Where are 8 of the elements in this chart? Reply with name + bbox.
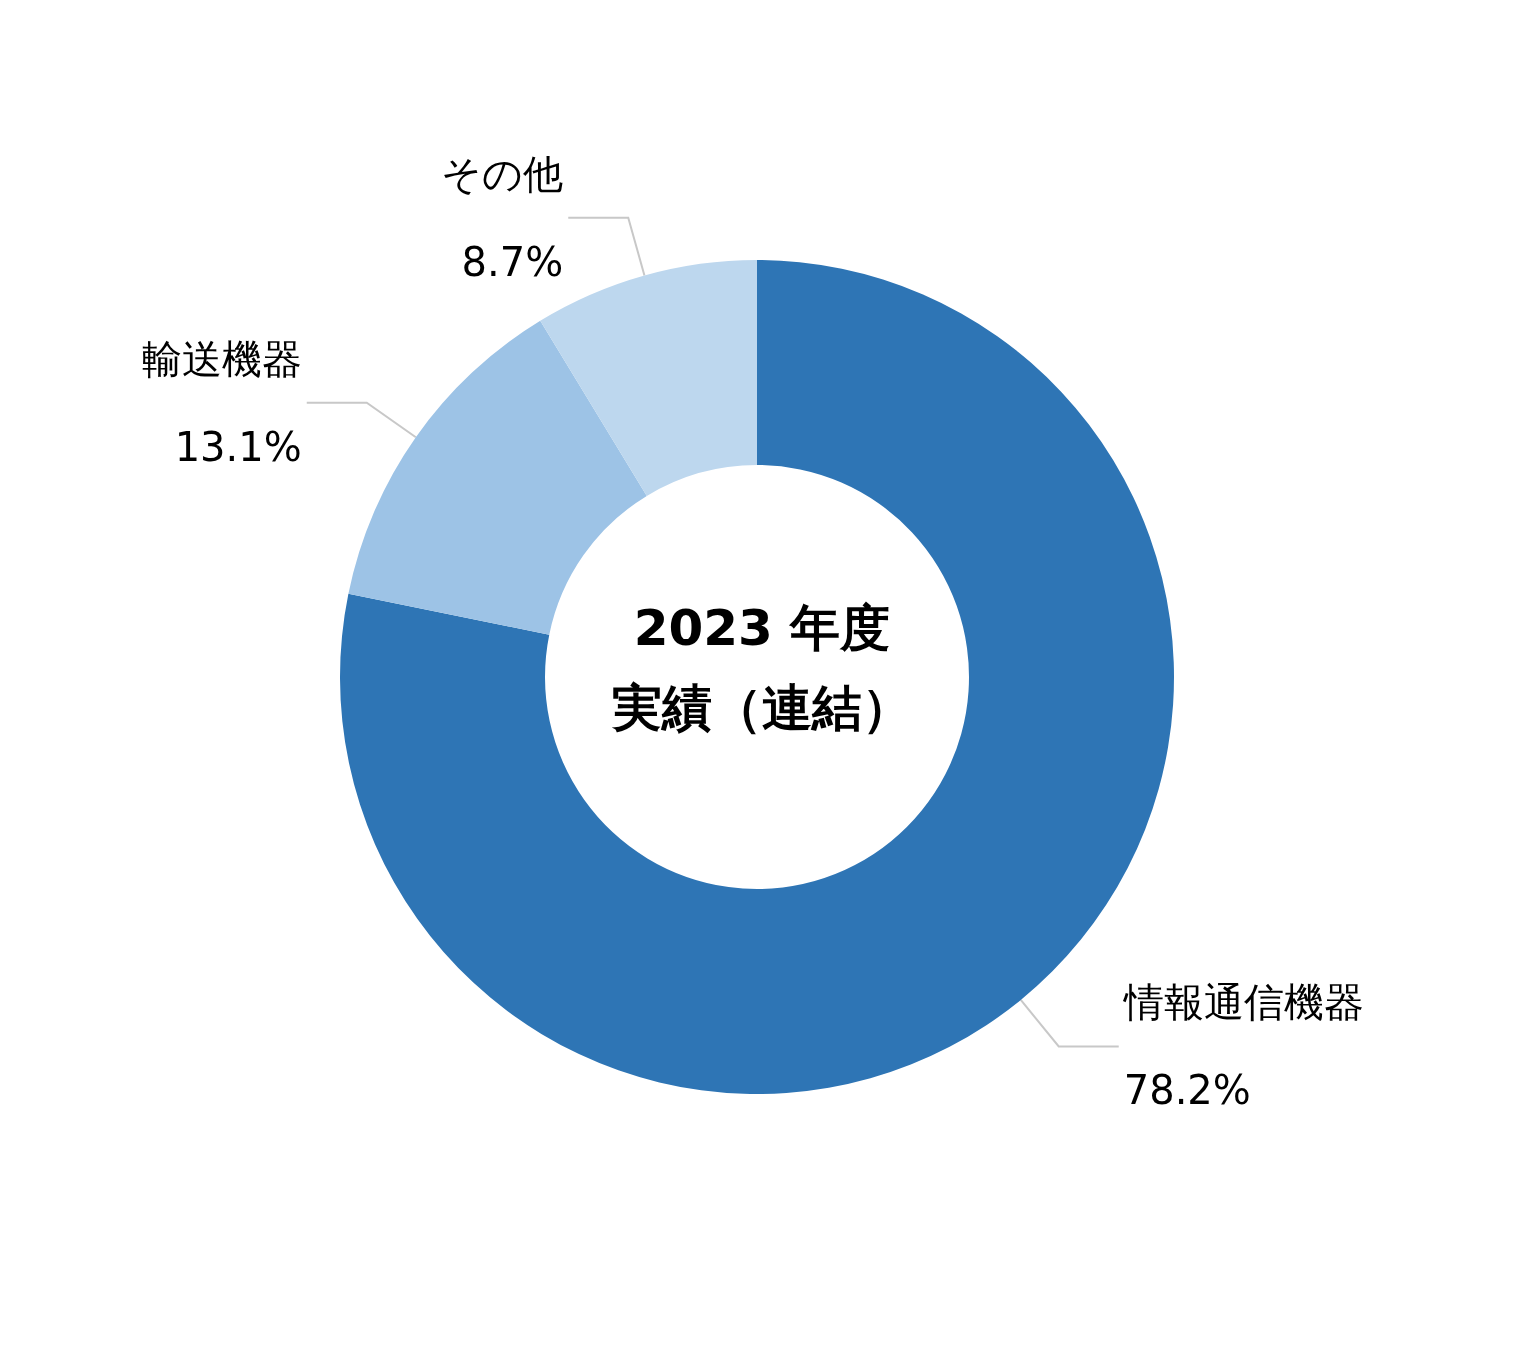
slice-label: 情報通信機器 (1121, 979, 1364, 1026)
data-label: 78.2% (1123, 1067, 1251, 1114)
slice-label: その他 (441, 150, 564, 197)
text: 2023 年度 (633, 599, 891, 657)
slice-label: 輸送機器 (141, 335, 302, 382)
data-label: 13.1% (174, 423, 302, 470)
data-label: 8.7% (461, 238, 564, 285)
text: 実績（連結） (611, 679, 912, 737)
